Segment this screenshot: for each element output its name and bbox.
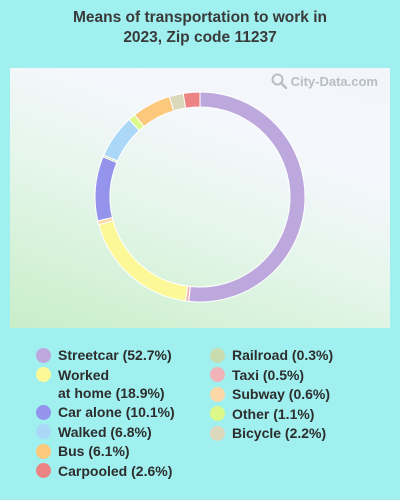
legend-swatch — [210, 347, 225, 363]
legend-item-other: Other (1.1%) — [210, 405, 390, 423]
legend-item-railroad: Railroad (0.3%) — [210, 346, 390, 364]
watermark-text: City-Data.com — [290, 73, 378, 89]
legend-label: Carpooled (2.6%) — [58, 462, 173, 479]
legend-label: Streetcar (52.7%) — [58, 347, 172, 363]
legend-item-worked-at-home: Worked at home (18.9%) — [36, 366, 216, 402]
legend-swatch — [36, 443, 51, 459]
legend-swatch — [210, 406, 225, 421]
legend-label: Worked at home (18.9%) — [58, 366, 165, 401]
legend-swatch — [36, 367, 51, 382]
legend-swatch — [36, 463, 51, 478]
legend-swatch — [36, 424, 51, 439]
legend-label: Other (1.1%) — [232, 405, 315, 422]
legend-label: Taxi (0.5%) — [232, 366, 305, 383]
legend-item-subway: Subway (0.6%) — [210, 385, 390, 403]
legend-swatch — [210, 367, 225, 382]
magnifier-icon — [271, 73, 287, 89]
legend-label: Bus (6.1%) — [58, 443, 130, 459]
legend-left-column: Streetcar (52.7%) Worked at home (18.9%) C… — [36, 346, 216, 481]
chart-title: Means of transportation to work in 2023,… — [0, 8, 400, 48]
legend-label: Subway (0.6%) — [232, 386, 331, 402]
legend-item-walked: Walked (6.8%) — [36, 423, 216, 441]
legend-swatch — [210, 386, 225, 402]
legend-item-bus: Bus (6.1%) — [36, 442, 216, 460]
legend-swatch — [36, 404, 51, 420]
chart-panel: City-Data.com — [10, 68, 390, 328]
legend-label: Railroad (0.3%) — [232, 347, 334, 363]
legend-item-carpooled: Carpooled (2.6%) — [36, 462, 216, 480]
legend-item-taxi: Taxi (0.5%) — [210, 366, 390, 384]
legend-swatch — [36, 347, 51, 363]
donut-slice-bus — [133, 95, 175, 128]
donut-slice-walked — [103, 118, 141, 162]
donut-slice-streetcar — [188, 91, 306, 303]
legend-item-streetcar: Streetcar (52.7%) — [36, 346, 216, 364]
donut-chart — [94, 91, 306, 303]
watermark: City-Data.com — [271, 73, 378, 89]
legend-swatch — [210, 425, 225, 441]
legend-label: Car alone (10.1%) — [58, 404, 175, 420]
legend-item-car-alone: Car alone (10.1%) — [36, 403, 216, 421]
legend-item-bicycle: Bicycle (2.2%) — [210, 424, 390, 442]
donut-slice-carpooled — [182, 91, 201, 109]
legend-right-column: Railroad (0.3%) Taxi (0.5%) Subway (0.6%) O… — [210, 346, 390, 444]
chart-title-line-2: 2023, Zip code 11237 — [123, 29, 277, 46]
donut-slice-car-alone — [94, 156, 118, 222]
legend-label: Bicycle (2.2%) — [232, 425, 327, 441]
chart-title-line-1: Means of transportation to work in — [72, 9, 328, 26]
legend-label: Walked (6.8%) — [58, 423, 152, 440]
donut-slice-worked-at-home — [98, 220, 189, 302]
